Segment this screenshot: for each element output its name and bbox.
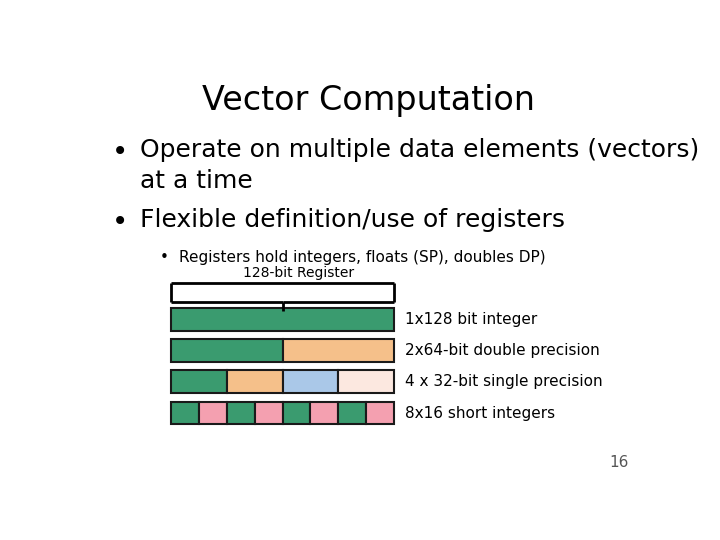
Text: 2x64-bit double precision: 2x64-bit double precision bbox=[405, 343, 600, 358]
Bar bbox=[171, 402, 199, 424]
Bar bbox=[199, 402, 227, 424]
Text: 128-bit Register: 128-bit Register bbox=[243, 266, 354, 280]
Bar bbox=[338, 370, 394, 393]
Bar bbox=[227, 402, 255, 424]
Text: Registers hold integers, floats (SP), doubles DP): Registers hold integers, floats (SP), do… bbox=[179, 250, 546, 265]
Bar bbox=[171, 370, 227, 393]
Bar bbox=[366, 402, 394, 424]
Bar bbox=[310, 402, 338, 424]
Text: 8x16 short integers: 8x16 short integers bbox=[405, 406, 555, 421]
Bar bbox=[282, 370, 338, 393]
Bar bbox=[227, 370, 282, 393]
Text: 1x128 bit integer: 1x128 bit integer bbox=[405, 312, 538, 327]
Text: Flexible definition/use of registers: Flexible definition/use of registers bbox=[140, 208, 565, 232]
Text: 4 x 32-bit single precision: 4 x 32-bit single precision bbox=[405, 374, 603, 389]
Text: Operate on multiple data elements (vectors)
at a time: Operate on multiple data elements (vecto… bbox=[140, 138, 699, 193]
Text: •: • bbox=[160, 250, 168, 265]
Text: 16: 16 bbox=[609, 455, 629, 470]
Text: •: • bbox=[112, 138, 129, 166]
Bar bbox=[338, 402, 366, 424]
Bar bbox=[171, 308, 394, 331]
Bar bbox=[171, 339, 282, 362]
Bar bbox=[282, 402, 310, 424]
Text: •: • bbox=[112, 208, 129, 237]
Bar bbox=[255, 402, 282, 424]
Bar bbox=[282, 339, 394, 362]
Text: Vector Computation: Vector Computation bbox=[202, 84, 536, 117]
